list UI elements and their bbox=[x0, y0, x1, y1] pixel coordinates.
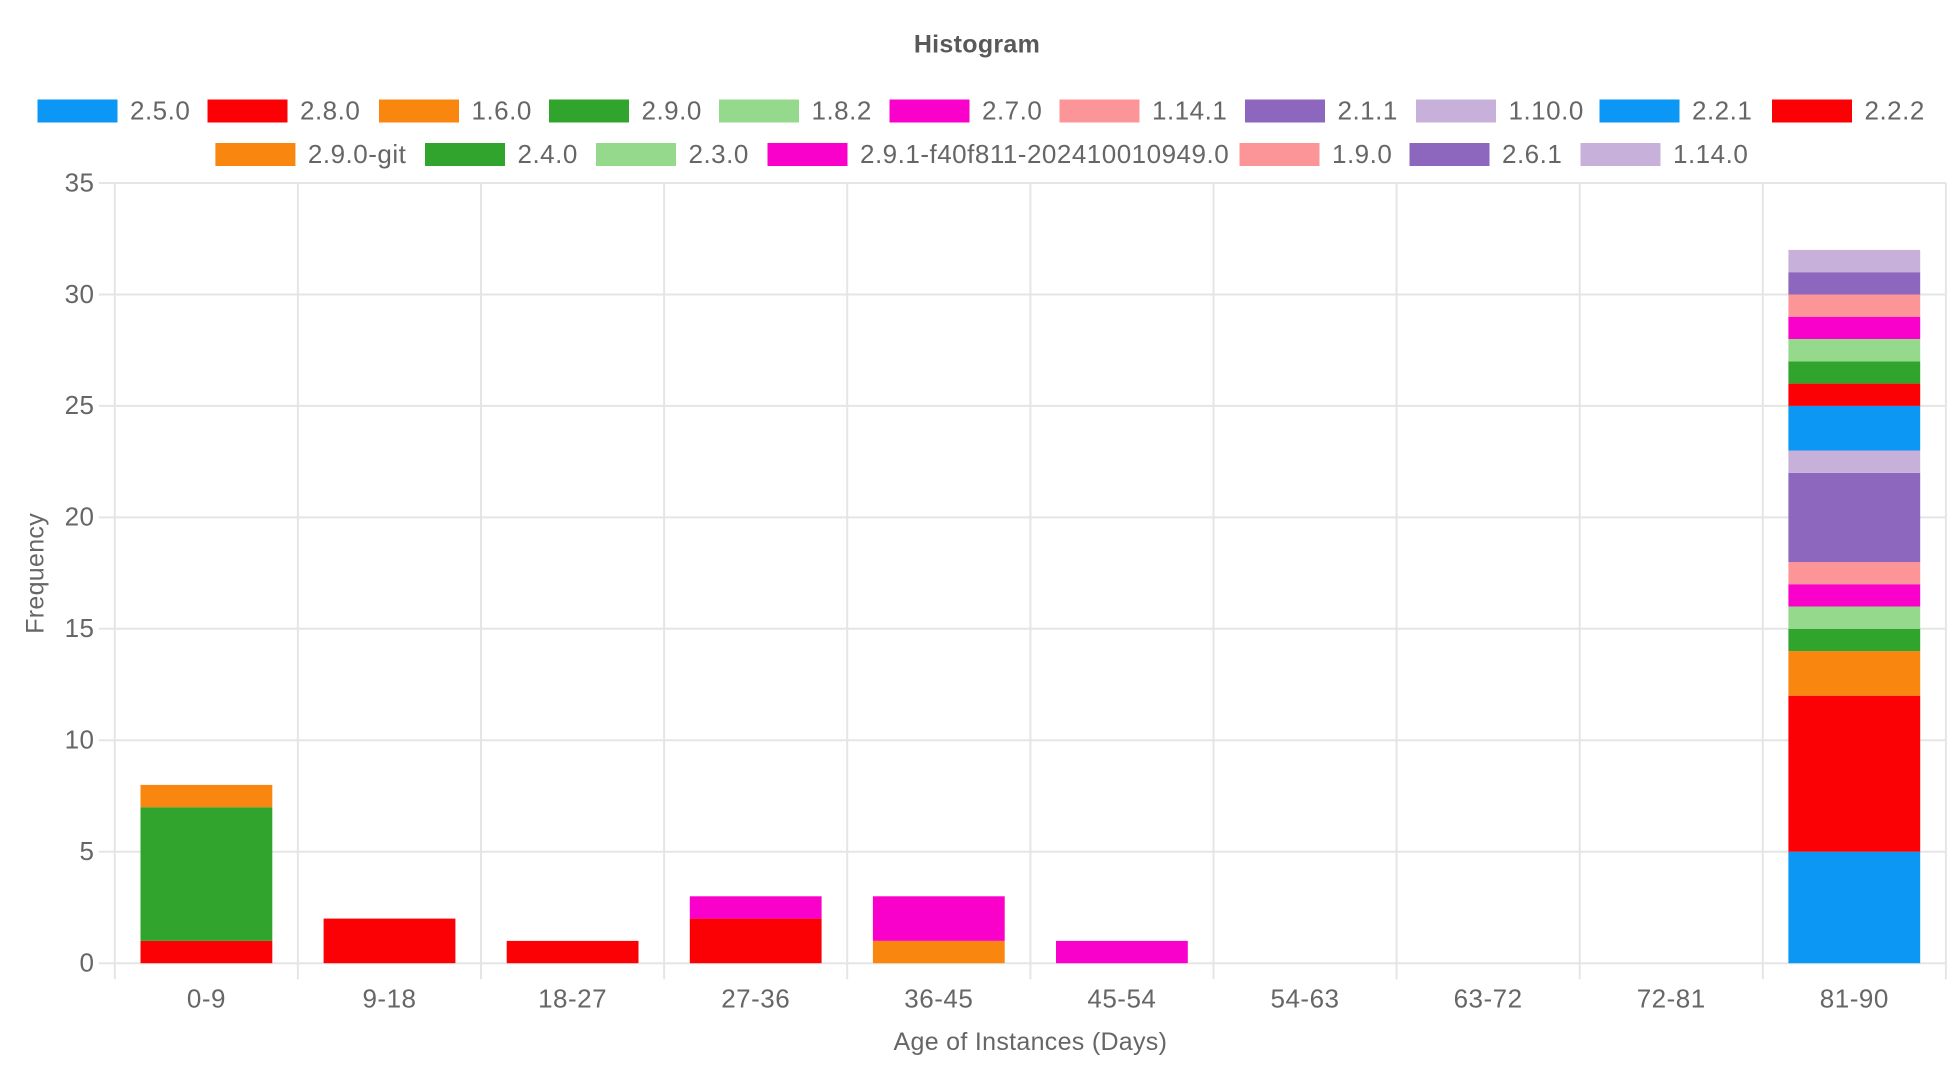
svg-text:2.5.0: 2.5.0 bbox=[130, 95, 190, 125]
svg-text:2.6.1: 2.6.1 bbox=[1502, 139, 1562, 169]
svg-text:2.9.1-f40f811-202410010949.0: 2.9.1-f40f811-202410010949.0 bbox=[860, 139, 1229, 169]
svg-text:1.14.1: 1.14.1 bbox=[1152, 95, 1227, 125]
svg-text:2.8.0: 2.8.0 bbox=[300, 95, 360, 125]
svg-text:2.1.1: 2.1.1 bbox=[1338, 95, 1398, 125]
svg-text:20: 20 bbox=[65, 502, 95, 532]
svg-text:2.7.0: 2.7.0 bbox=[982, 95, 1042, 125]
svg-text:18-27: 18-27 bbox=[538, 983, 607, 1013]
svg-text:2.3.0: 2.3.0 bbox=[689, 139, 749, 169]
svg-text:1.14.0: 1.14.0 bbox=[1673, 139, 1748, 169]
svg-text:27-36: 27-36 bbox=[721, 983, 790, 1013]
svg-text:10: 10 bbox=[65, 725, 95, 755]
svg-text:Histogram: Histogram bbox=[914, 31, 1040, 59]
svg-text:2.2.2: 2.2.2 bbox=[1865, 95, 1925, 125]
svg-text:81-90: 81-90 bbox=[1820, 983, 1889, 1013]
svg-text:Age of Instances (Days): Age of Instances (Days) bbox=[894, 1028, 1168, 1056]
svg-text:35: 35 bbox=[65, 167, 95, 197]
svg-text:2.2.1: 2.2.1 bbox=[1692, 95, 1752, 125]
svg-text:54-63: 54-63 bbox=[1271, 983, 1340, 1013]
svg-text:2.9.0: 2.9.0 bbox=[642, 95, 702, 125]
svg-text:15: 15 bbox=[65, 613, 95, 643]
svg-text:72-81: 72-81 bbox=[1637, 983, 1706, 1013]
svg-text:5: 5 bbox=[80, 836, 95, 866]
svg-text:1.6.0: 1.6.0 bbox=[472, 95, 532, 125]
svg-text:36-45: 36-45 bbox=[904, 983, 973, 1013]
svg-text:0: 0 bbox=[80, 948, 95, 978]
svg-text:Frequency: Frequency bbox=[22, 513, 50, 634]
svg-text:2.4.0: 2.4.0 bbox=[518, 139, 578, 169]
svg-text:0-9: 0-9 bbox=[187, 983, 226, 1013]
svg-text:45-54: 45-54 bbox=[1087, 983, 1156, 1013]
svg-text:30: 30 bbox=[65, 279, 95, 309]
svg-text:1.8.2: 1.8.2 bbox=[812, 95, 872, 125]
svg-text:63-72: 63-72 bbox=[1454, 983, 1523, 1013]
svg-text:9-18: 9-18 bbox=[362, 983, 416, 1013]
svg-text:1.10.0: 1.10.0 bbox=[1509, 95, 1584, 125]
svg-text:2.9.0-git: 2.9.0-git bbox=[308, 139, 407, 169]
svg-text:25: 25 bbox=[65, 390, 95, 420]
svg-text:1.9.0: 1.9.0 bbox=[1332, 139, 1392, 169]
